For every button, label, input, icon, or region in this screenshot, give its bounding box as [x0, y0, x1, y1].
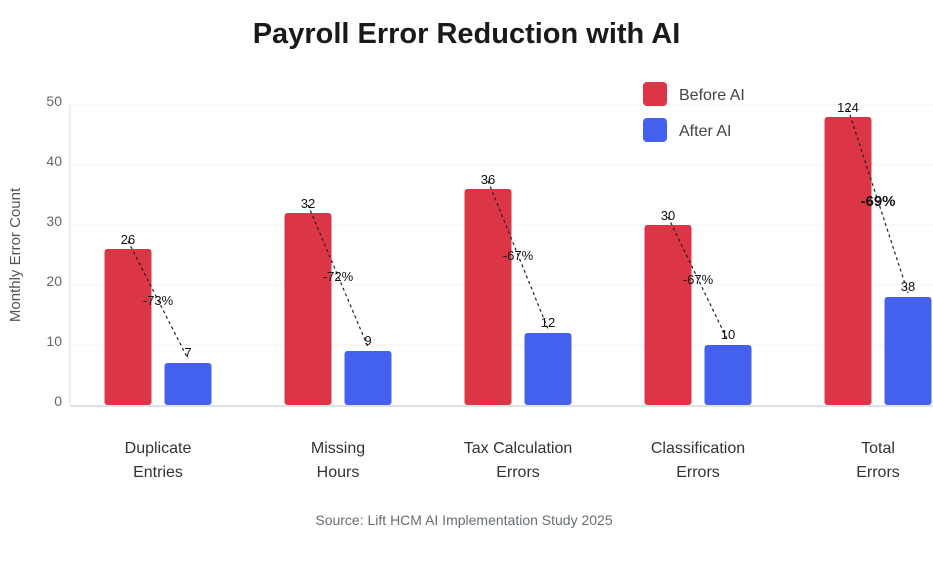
data-label-after-ai: 38 — [901, 279, 915, 294]
bar-after-ai — [344, 351, 392, 405]
bars — [104, 117, 932, 405]
bar-after-ai — [704, 345, 752, 405]
y-axis-ticks: 0 10 20 30 40 50 — [46, 93, 62, 409]
reduction-percent-label: -73% — [143, 293, 174, 308]
data-label-after-ai: 7 — [184, 345, 191, 360]
x-tick-label: Duplicate — [125, 440, 192, 457]
legend[interactable]: Before AI After AI — [643, 82, 745, 142]
y-tick-label: 50 — [46, 93, 62, 109]
reduction-connector — [667, 216, 729, 342]
reduction-percent-label: -67% — [503, 248, 534, 263]
x-tick-label: Missing — [311, 440, 365, 457]
source-note: Source: Lift HCM AI Implementation Study… — [315, 512, 613, 528]
reduction-percent-label: -72% — [323, 269, 354, 284]
bar-after-ai — [164, 363, 212, 405]
x-axis-ticks: Duplicate Entries Missing Hours Tax Calculat… — [125, 440, 900, 481]
bar-before-ai — [464, 189, 512, 405]
x-tick-label: Errors — [496, 464, 540, 481]
bar-before-ai — [824, 117, 872, 405]
bar-after-ai — [884, 297, 932, 405]
data-label-after-ai: 10 — [721, 327, 735, 342]
x-tick-label: Entries — [133, 464, 183, 481]
y-tick-label: 40 — [46, 153, 62, 169]
x-tick-label: Total — [861, 440, 895, 457]
data-labels: 26 7 -73% 32 9 -72% 36 12 -67% 30 10 -67% 124 38 -69% — [121, 100, 915, 360]
y-tick-label: 20 — [46, 273, 62, 289]
data-label-after-ai: 9 — [364, 333, 371, 348]
x-tick-label: Errors — [676, 464, 720, 481]
bar-before-ai — [284, 213, 332, 405]
legend-item-label: Before AI — [679, 87, 745, 104]
y-tick-label: 0 — [54, 393, 62, 409]
x-tick-label: Errors — [856, 464, 900, 481]
bar-before-ai — [644, 225, 692, 405]
reduction-percent-label: -69% — [860, 193, 895, 210]
bar-before-ai — [104, 249, 152, 405]
y-tick-label: 10 — [46, 333, 62, 349]
legend-item-label: After AI — [679, 123, 731, 140]
data-label-before-ai: 26 — [121, 232, 135, 247]
reduction-connector — [487, 180, 549, 330]
legend-swatch — [643, 82, 667, 106]
reduction-connector — [847, 108, 909, 294]
chart-title: Payroll Error Reduction with AI — [252, 18, 681, 50]
reduction-connector — [127, 240, 189, 360]
x-tick-label: Hours — [317, 464, 360, 481]
bar-after-ai — [524, 333, 572, 405]
data-label-before-ai: 36 — [481, 172, 495, 187]
y-tick-label: 30 — [46, 213, 62, 229]
legend-swatch — [643, 118, 667, 142]
reduction-percent-label: -67% — [683, 272, 714, 287]
data-label-before-ai: 32 — [301, 196, 315, 211]
reduction-connector — [307, 204, 369, 348]
data-label-before-ai: 124 — [837, 100, 859, 115]
reduction-lines — [127, 108, 909, 360]
x-tick-label: Classification — [651, 440, 745, 457]
y-axis-label: Monthly Error Count — [7, 187, 24, 322]
x-tick-label: Tax Calculation — [464, 440, 573, 457]
data-label-before-ai: 30 — [661, 208, 675, 223]
data-label-after-ai: 12 — [541, 315, 555, 330]
